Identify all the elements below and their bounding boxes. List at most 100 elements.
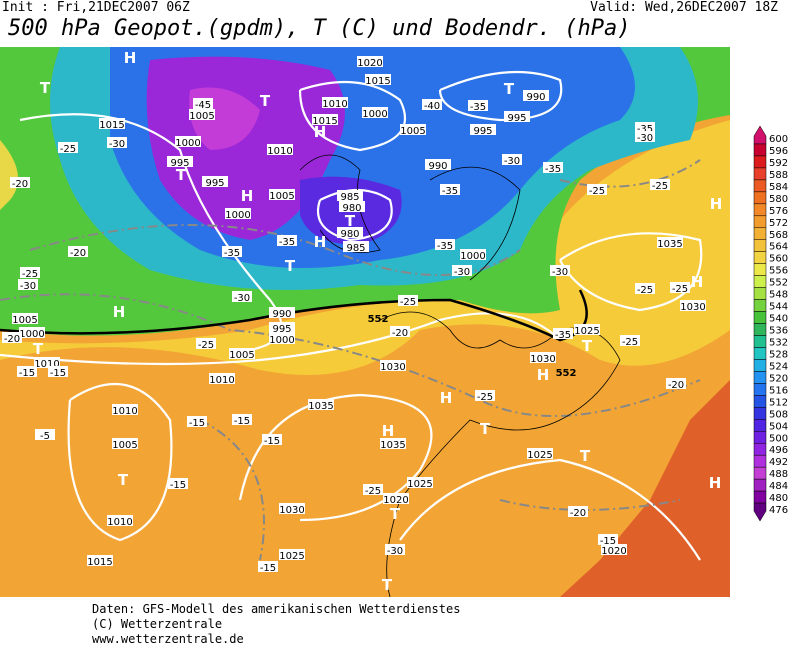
temperature-label-bg xyxy=(187,416,207,427)
isobar-label-bg xyxy=(339,201,365,212)
isobar-label-bg xyxy=(337,190,363,201)
temperature-label-bg xyxy=(452,265,472,276)
temperature-label-bg xyxy=(107,137,127,148)
temperature-label: -25 xyxy=(622,337,638,348)
isobar-label-bg xyxy=(107,515,133,526)
colorbar-label: 496 xyxy=(769,445,788,456)
isobar-label: 995 xyxy=(272,324,291,335)
isobar-label: 985 xyxy=(346,243,365,254)
temperature-label: -25 xyxy=(589,186,605,197)
isobar-label: 980 xyxy=(342,203,361,214)
temperature-label: -5 xyxy=(40,431,50,442)
isobar-label: 1035 xyxy=(380,440,405,451)
temperature-label: -20 xyxy=(570,508,586,519)
isobar-label-bg xyxy=(470,124,496,135)
isobar-label: 1000 xyxy=(225,210,250,221)
colorbar-label: 552 xyxy=(769,278,788,289)
isobar-label-bg xyxy=(365,74,391,85)
colorbar-swatch xyxy=(753,383,767,396)
colorbar-label: 488 xyxy=(769,469,788,480)
isobar-label: 1020 xyxy=(601,546,626,557)
isobar-label: 1015 xyxy=(365,76,390,87)
temperature-label: -30 xyxy=(387,546,403,557)
temperature-label-bg xyxy=(390,326,410,337)
pressure-center: H xyxy=(314,123,327,141)
isobar-label-bg xyxy=(400,124,426,135)
colorbar-swatch xyxy=(753,347,767,360)
isobar-label-bg xyxy=(279,549,305,560)
temperature-label: -35 xyxy=(437,241,453,252)
isobar-label: 1005 xyxy=(12,315,37,326)
isobar-label: 1000 xyxy=(269,335,294,346)
temperature-label-bg xyxy=(398,295,418,306)
temperature-label: -15 xyxy=(264,436,280,447)
isobar-label-bg xyxy=(308,399,334,410)
isobar-label: 1010 xyxy=(112,406,137,417)
isobar-label: 1015 xyxy=(87,557,112,568)
isobar-label: 1035 xyxy=(657,239,682,250)
temperature-label-bg xyxy=(635,122,655,133)
temperature-label: -15 xyxy=(50,368,66,379)
colorbar-label: 532 xyxy=(769,337,788,348)
temperature-label: -35 xyxy=(279,237,295,248)
map-title: 500 hPa Geopot.(gpdm), T (C) und Bodendr… xyxy=(8,16,631,41)
pressure-center: T xyxy=(582,337,593,355)
isobar-label-bg xyxy=(269,322,295,333)
isobar-label-bg xyxy=(167,156,193,167)
isobar-label: 980 xyxy=(340,229,359,240)
isobar-label: 990 xyxy=(428,161,447,172)
temperature-label-bg xyxy=(18,279,38,290)
temperature-label: -30 xyxy=(637,133,653,144)
temperature-label: -20 xyxy=(392,328,408,339)
temperature-label: -15 xyxy=(234,416,250,427)
temperature-label-bg xyxy=(670,282,690,293)
temperature-label: -35 xyxy=(442,186,458,197)
colorbar-swatch xyxy=(753,335,767,348)
isobar-label-bg xyxy=(504,111,530,122)
pressure-center: T xyxy=(285,257,296,275)
temperature-label: -25 xyxy=(198,340,214,351)
colorbar-swatch xyxy=(753,227,767,240)
temperature-label-bg xyxy=(10,177,30,188)
temperature-label: -35 xyxy=(555,330,571,341)
colorbar-label: 580 xyxy=(769,194,788,205)
isobar-label: 995 xyxy=(473,126,492,137)
isobar-label-bg xyxy=(322,97,348,108)
temperature-label: -15 xyxy=(189,418,205,429)
colorbar-label: 544 xyxy=(769,302,788,313)
colorbar-label: 584 xyxy=(769,182,788,193)
isobar-label-bg xyxy=(225,208,251,219)
isobar-label: 1020 xyxy=(383,495,408,506)
colorbar-label: 520 xyxy=(769,373,788,384)
temperature-label: -15 xyxy=(170,480,186,491)
colorbar-swatch xyxy=(753,502,767,522)
temperature-label-bg xyxy=(468,100,488,111)
temperature-label-bg xyxy=(587,184,607,195)
colorbar-label: 572 xyxy=(769,218,788,229)
isobar-label-bg xyxy=(189,109,215,120)
temperature-label: -15 xyxy=(600,536,616,547)
temperature-label-bg xyxy=(543,162,563,173)
temperature-label-bg xyxy=(502,154,522,165)
colorbar-swatch xyxy=(753,454,767,468)
colorbar-label: 484 xyxy=(769,481,788,492)
colorbar-swatch xyxy=(753,167,767,181)
temperature-label-bg xyxy=(553,328,573,339)
isobar-label: 1010 xyxy=(34,359,59,370)
isobar-label: 1010 xyxy=(322,99,347,110)
isobar-label: 985 xyxy=(340,192,359,203)
temperature-label-bg xyxy=(168,478,188,489)
isobar-label-bg xyxy=(523,90,549,101)
temperature-label: -30 xyxy=(552,267,568,278)
isobar-label: 995 xyxy=(507,113,526,124)
isobar-label-bg xyxy=(601,544,627,555)
colorbar-swatch xyxy=(753,203,767,217)
isobar-label: 1005 xyxy=(189,111,214,122)
colorbar-swatch xyxy=(753,371,767,384)
isobar-label-bg xyxy=(34,357,60,368)
pressure-center: T xyxy=(382,576,393,594)
temperature-label: -15 xyxy=(260,563,276,574)
footer-source: Daten: GFS-Modell des amerikanischen Wet… xyxy=(92,602,461,616)
